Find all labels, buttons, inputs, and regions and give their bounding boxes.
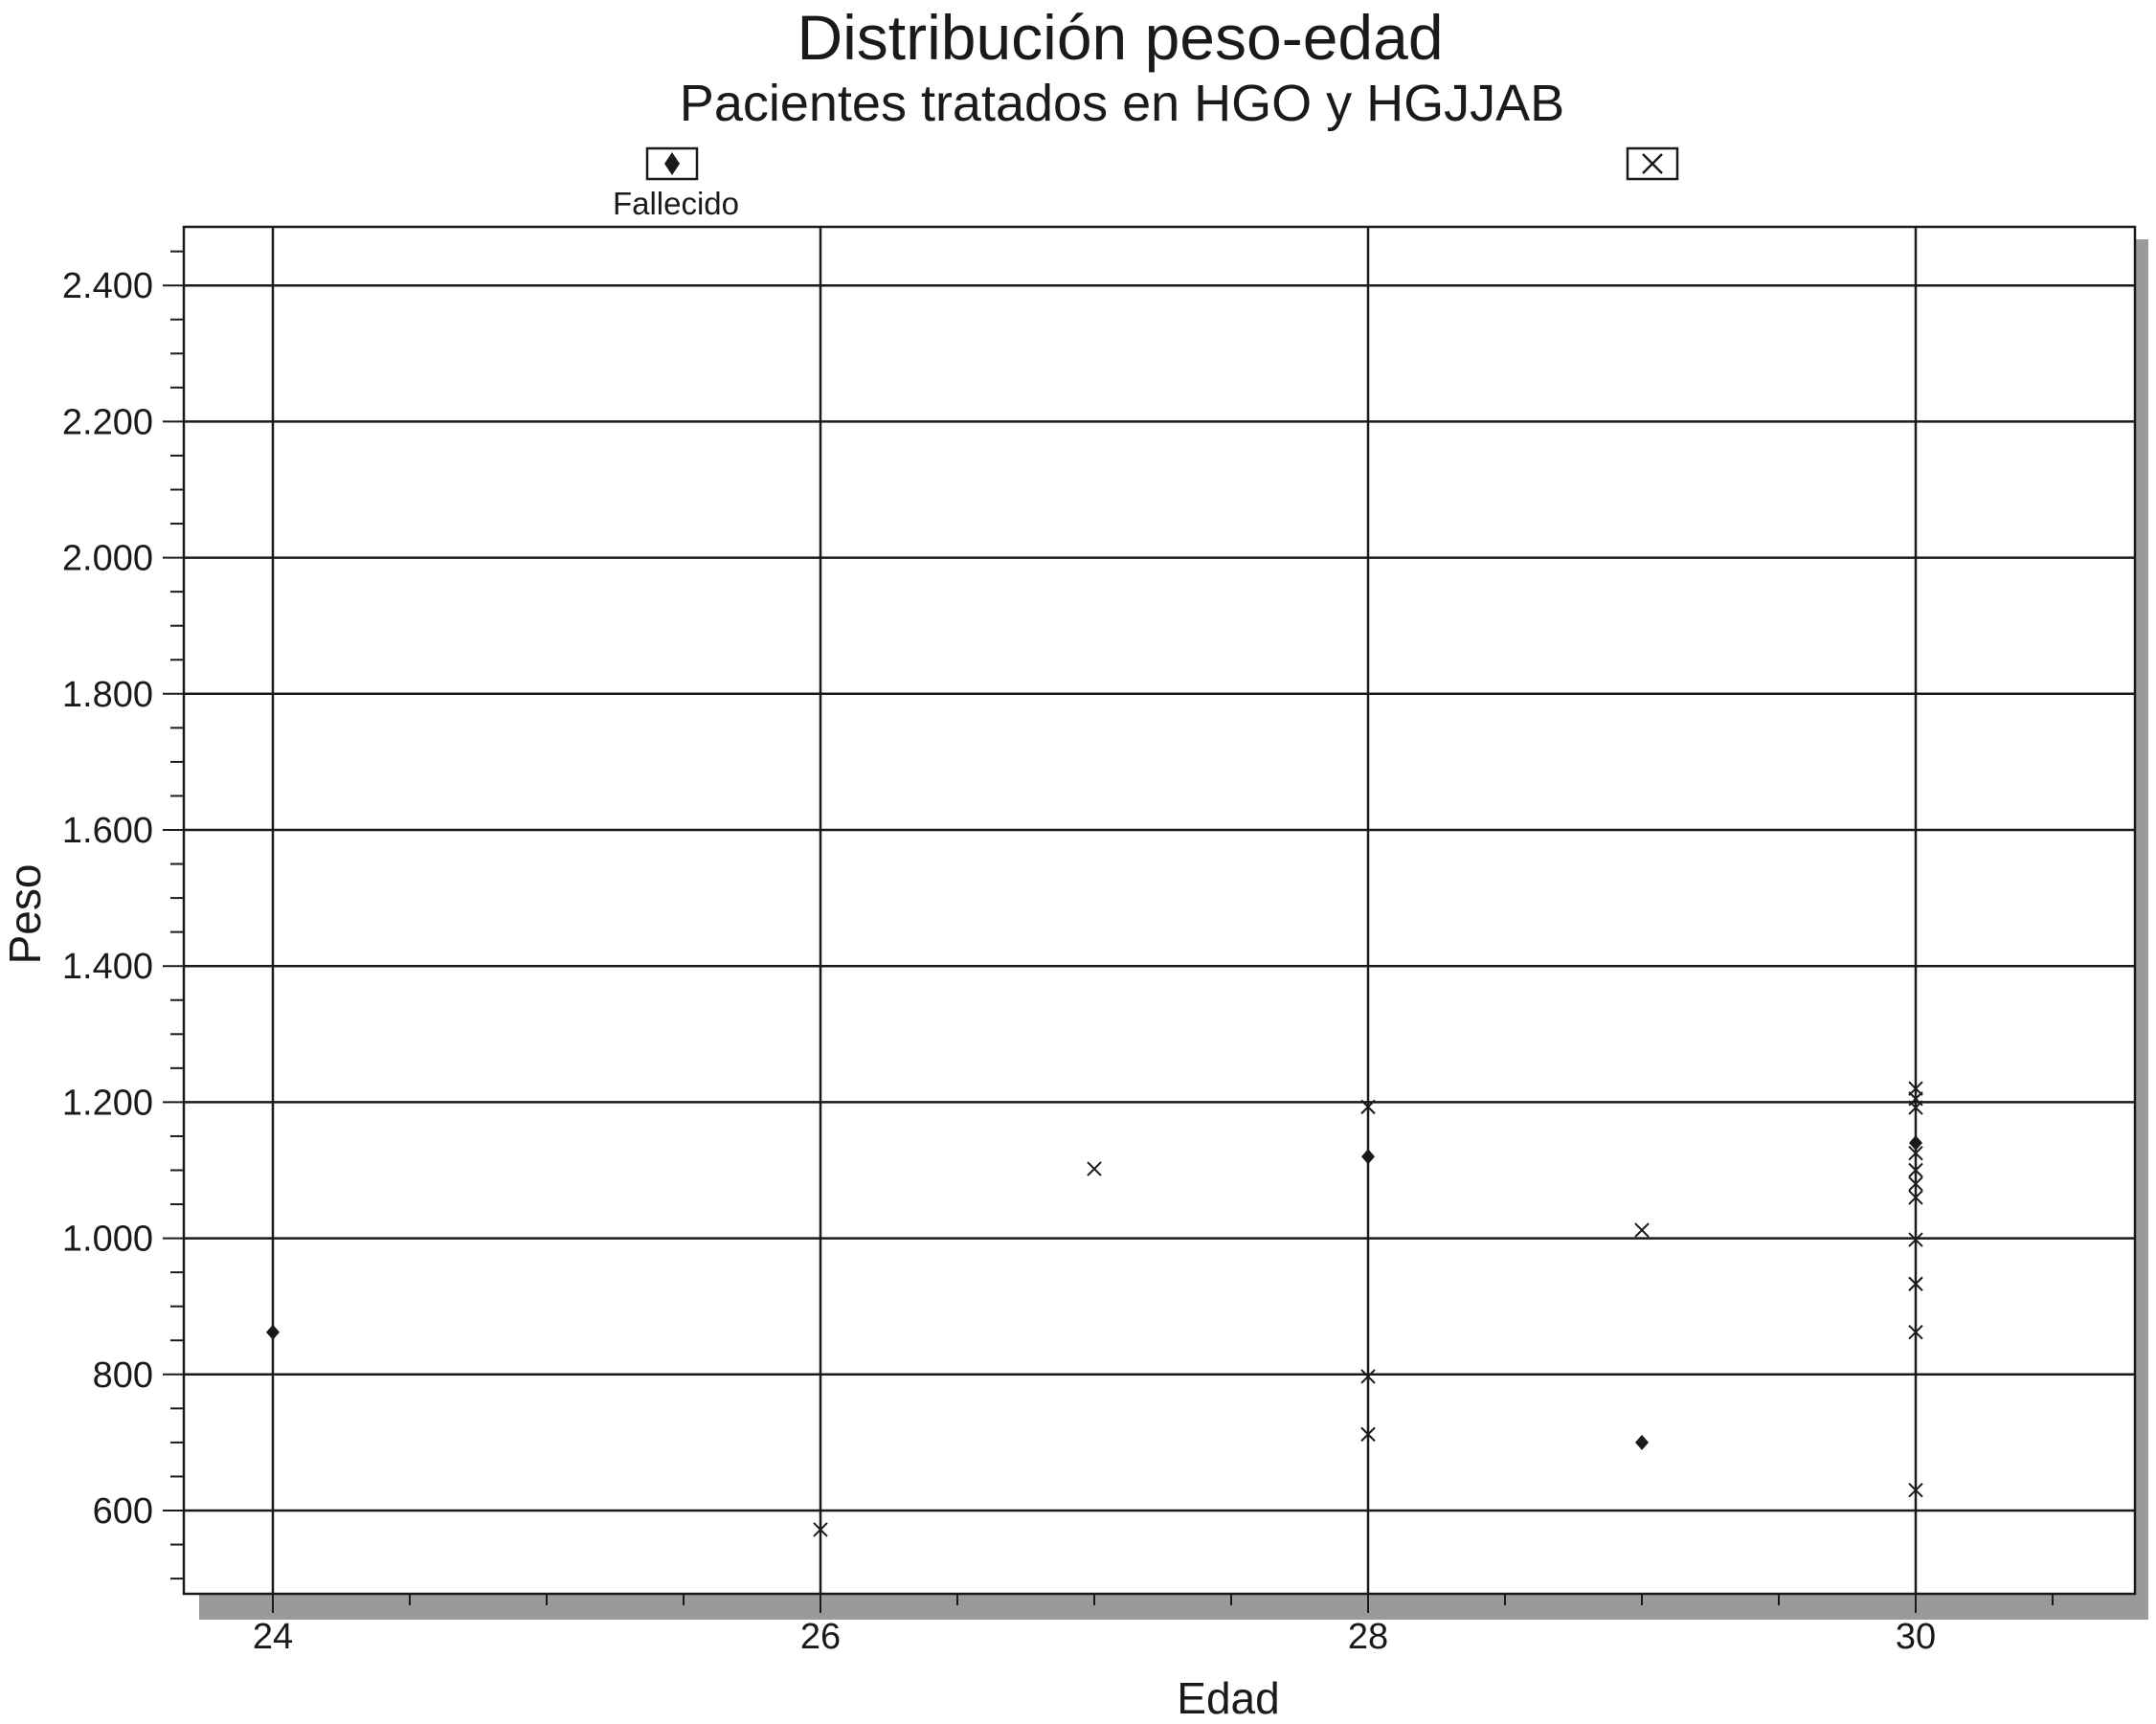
point-x <box>1360 1099 1376 1115</box>
point-x <box>1360 1369 1376 1384</box>
point-x <box>1908 1176 1923 1192</box>
x-tick-label: 28 <box>1348 1617 1388 1657</box>
y-tick-label: 2.200 <box>62 402 153 442</box>
point-x <box>1360 1426 1376 1443</box>
legend-marker-fallecido <box>664 152 680 175</box>
point-diamond <box>266 1324 280 1340</box>
point-x <box>1908 1100 1923 1115</box>
grid-lines <box>184 227 2135 1594</box>
point-diamond <box>1635 1434 1649 1450</box>
data-points <box>266 1081 1923 1537</box>
y-tick-label: 1.200 <box>62 1083 153 1123</box>
y-tick-label: 1.600 <box>62 811 153 851</box>
y-tick-label: 1.000 <box>62 1220 153 1260</box>
point-x <box>1908 1325 1923 1340</box>
legend-label-fallecido: Fallecido <box>613 186 739 221</box>
legend-box-series-2 <box>1626 146 1679 181</box>
point-x <box>1908 1276 1923 1291</box>
y-axis-label: Peso <box>0 864 50 965</box>
y-tick-label: 2.400 <box>62 266 153 306</box>
legend: Fallecido <box>613 146 1679 221</box>
y-tick-label: 600 <box>93 1491 153 1532</box>
point-x <box>1908 1162 1923 1178</box>
x-tick-label: 24 <box>253 1617 293 1657</box>
chart-title: Distribución peso-edad <box>797 2 1443 73</box>
y-tick-label: 2.000 <box>62 539 153 579</box>
y-tick-label: 1.800 <box>62 675 153 715</box>
point-x <box>1908 1482 1923 1498</box>
y-tick-label: 800 <box>93 1355 153 1396</box>
plot-shadow-bottom <box>199 1595 2148 1620</box>
point-x <box>813 1522 828 1537</box>
point-x <box>1634 1222 1650 1238</box>
plot-area <box>182 225 2137 1596</box>
plot-shadow-right <box>2135 239 2148 1620</box>
point-x <box>1908 1146 1923 1161</box>
x-axis-label: Edad <box>1177 1673 1279 1723</box>
chart-subtitle: Pacientes tratados en HGO y HGJJAB <box>680 75 1564 132</box>
point-diamond <box>1361 1149 1375 1165</box>
x-tick-label: 26 <box>800 1617 841 1657</box>
point-x <box>1908 1232 1923 1247</box>
point-x <box>1908 1190 1923 1205</box>
y-tick-label: 1.400 <box>62 947 153 987</box>
x-tick-label: 30 <box>1896 1617 1936 1657</box>
axes: 242628303234366008001.0001.2001.4001.600… <box>62 250 2054 1657</box>
legend-marker-series-2 <box>1642 153 1663 174</box>
point-x <box>1087 1161 1102 1176</box>
point-diamond <box>1909 1135 1922 1152</box>
